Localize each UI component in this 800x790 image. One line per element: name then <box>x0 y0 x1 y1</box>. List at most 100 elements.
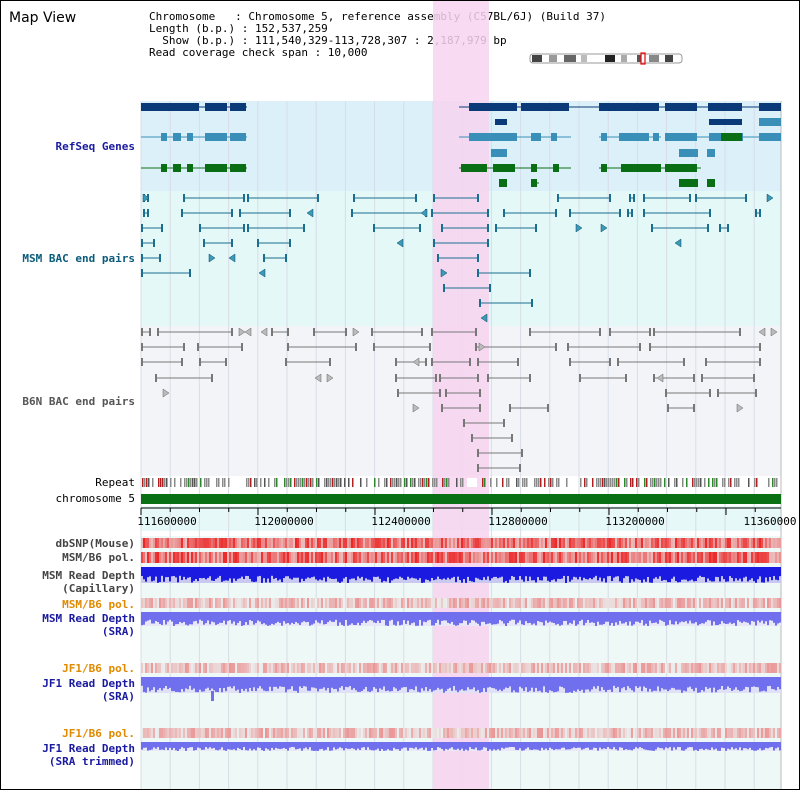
depth-bin <box>177 567 179 583</box>
polymorphism-bin <box>739 538 741 548</box>
gene-exon <box>205 103 227 111</box>
polymorphism-bin <box>617 538 619 548</box>
track-label-jf1-b6-pol[interactable]: JF1/B6 pol. <box>62 662 135 675</box>
polymorphism-bin <box>489 598 491 608</box>
polymorphism-bin <box>203 552 205 563</box>
depth-bin <box>625 742 627 750</box>
track-label-jf1-read-depth-trimmed[interactable]: JF1 Read Depth <box>42 742 135 755</box>
depth-bin <box>173 567 175 577</box>
polymorphism-bin <box>431 728 433 738</box>
msm-bac-pair-end <box>755 209 757 217</box>
track-label-jf1-b6-pol-2[interactable]: JF1/B6 pol. <box>62 727 135 740</box>
b6n-bac-end-pair-features[interactable] <box>141 327 778 472</box>
polymorphism-bin <box>497 598 499 608</box>
refseq-gene-features[interactable] <box>141 103 781 187</box>
depth-bin <box>159 742 161 750</box>
polymorphism-bin <box>325 538 327 548</box>
repeat-feature <box>418 478 420 487</box>
polymorphism-bin <box>255 598 257 608</box>
track-label-jf1-read-depth-sra[interactable]: JF1 Read Depth <box>42 677 135 690</box>
depth-bin <box>345 677 347 687</box>
polymorphism-bin <box>273 538 275 548</box>
depth-bin <box>331 612 333 622</box>
polymorphism-bin <box>305 728 307 738</box>
track-label-dbsnp[interactable]: dbSNP(Mouse) <box>55 537 135 550</box>
polymorphism-bin <box>495 663 497 673</box>
repeat-feature <box>306 478 308 487</box>
repeat-feature <box>548 478 550 487</box>
depth-bin <box>745 742 747 749</box>
depth-bin <box>391 567 393 581</box>
depth-bin <box>681 677 683 693</box>
track-label-msm-b6-pol[interactable]: MSM/B6 pol. <box>62 551 135 564</box>
repeat-feature <box>192 478 194 487</box>
chromosome-ideogram[interactable] <box>529 52 683 65</box>
polymorphism-bin <box>537 728 539 738</box>
depth-bin <box>513 567 515 577</box>
polymorphism-bin <box>591 663 593 673</box>
track-label-msm-b6-pol-2[interactable]: MSM/B6 pol. <box>62 598 135 611</box>
polymorphism-bin <box>733 538 735 548</box>
track-label-msm-bac-end-pairs[interactable]: MSM BAC end pairs <box>22 252 135 265</box>
track-label-msm-read-depth-capillary[interactable]: MSM Read Depth <box>42 569 135 582</box>
depth-bin <box>431 612 433 626</box>
chromosome-bar[interactable] <box>141 494 781 504</box>
depth-bin <box>651 567 653 583</box>
depth-bin <box>589 742 591 750</box>
polymorphism-bin <box>529 663 531 673</box>
depth-bin <box>237 677 239 690</box>
depth-bin <box>175 567 177 578</box>
depth-bin <box>527 567 529 582</box>
depth-bin <box>779 677 781 690</box>
polymorphism-bin <box>333 552 335 563</box>
quantitative-tracks[interactable] <box>141 538 781 751</box>
depth-bin <box>651 677 653 692</box>
msm-bac-end-pair-features[interactable] <box>141 193 774 323</box>
depth-bin <box>171 742 173 750</box>
depth-bin <box>203 677 205 692</box>
polymorphism-bin <box>373 663 375 673</box>
repeat-feature <box>694 478 696 487</box>
polymorphism-bin <box>177 538 179 548</box>
depth-bin <box>445 742 447 749</box>
track-label-chromosome[interactable]: chromosome 5 <box>55 492 135 505</box>
depth-bin <box>433 612 435 626</box>
depth-bin <box>365 612 367 623</box>
repeat-feature <box>254 478 256 487</box>
polymorphism-bin <box>333 728 335 738</box>
polymorphism-bin <box>367 538 369 548</box>
polymorphism-bin <box>523 552 525 563</box>
polymorphism-bin <box>411 538 413 548</box>
polymorphism-bin <box>277 552 279 563</box>
depth-bin <box>259 567 261 576</box>
depth-bin <box>311 567 313 578</box>
polymorphism-bin <box>699 728 701 738</box>
depth-bin <box>639 742 641 748</box>
polymorphism-bin <box>315 728 317 738</box>
depth-bin <box>245 567 247 576</box>
polymorphism-bin <box>693 552 695 563</box>
track-label-refseq-genes[interactable]: RefSeq Genes <box>55 140 135 153</box>
msm-bac-pair-end <box>153 239 155 247</box>
track-label-msm-read-depth-sra[interactable]: MSM Read Depth <box>42 612 135 625</box>
depth-bin <box>283 567 285 579</box>
track-label-b6n-bac-end-pairs[interactable]: B6N BAC end pairs <box>22 395 135 408</box>
track-label-repeat[interactable]: Repeat <box>95 476 135 489</box>
depth-bin <box>511 677 513 693</box>
depth-bin <box>421 612 423 626</box>
depth-bin <box>637 742 639 749</box>
repeat-feature <box>650 478 652 487</box>
depth-bin <box>749 677 751 693</box>
depth-bin <box>327 742 329 748</box>
repeat-track[interactable] <box>142 478 778 487</box>
polymorphism-bin <box>755 538 757 548</box>
polymorphism-bin <box>385 538 387 548</box>
repeat-feature <box>604 478 606 487</box>
polymorphism-bin <box>627 598 629 608</box>
depth-bin <box>623 742 625 751</box>
gene-exon <box>461 164 487 172</box>
polymorphism-bin <box>653 598 655 608</box>
polymorphism-bin <box>743 552 745 563</box>
polymorphism-bin <box>215 538 217 548</box>
